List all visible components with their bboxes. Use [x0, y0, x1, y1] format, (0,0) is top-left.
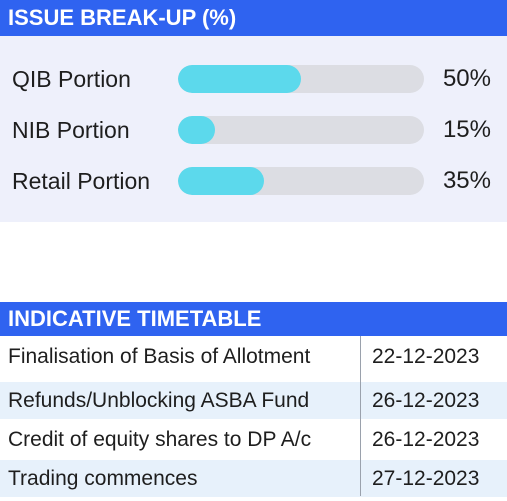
timetable-date: 22-12-2023	[372, 344, 480, 368]
issue-breakup-title: ISSUE BREAK-UP (%)	[8, 5, 237, 30]
table-row: Refunds/Unblocking ASBA Fund 26-12-2023	[0, 382, 507, 419]
timetable-date: 26-12-2023	[372, 388, 480, 412]
issue-breakup-header: ISSUE BREAK-UP (%)	[0, 0, 507, 36]
timetable-event: Credit of equity shares to DP A/c	[8, 427, 312, 451]
breakup-value: 35%	[442, 167, 491, 194]
timetable-header: INDICATIVE TIMETABLE	[0, 302, 507, 336]
timetable-date: 27-12-2023	[372, 466, 480, 490]
issue-breakup-panel: QIB Portion 50% NIB Portion 15% Retail P…	[0, 36, 507, 222]
timetable-panel: Finalisation of Basis of Allotment 22-12…	[0, 336, 507, 501]
progress-fill	[178, 65, 301, 93]
timetable-date: 26-12-2023	[372, 427, 480, 451]
breakup-label: QIB Portion	[12, 65, 131, 92]
breakup-label: Retail Portion	[12, 167, 151, 194]
breakup-value: 50%	[442, 65, 491, 92]
progress-track	[178, 116, 424, 144]
breakup-row-qib: QIB Portion 50%	[0, 62, 507, 96]
progress-fill	[178, 167, 265, 195]
progress-track	[178, 65, 424, 93]
breakup-value: 15%	[442, 116, 491, 143]
table-row: Finalisation of Basis of Allotment 22-12…	[0, 338, 507, 375]
breakup-label: NIB Portion	[12, 116, 130, 143]
table-row: Trading commences 27-12-2023	[0, 460, 507, 497]
progress-fill	[178, 116, 215, 144]
progress-track	[178, 167, 424, 195]
column-divider	[360, 336, 361, 496]
breakup-row-retail: Retail Portion 35%	[0, 164, 507, 198]
table-row: Credit of equity shares to DP A/c 26-12-…	[0, 421, 507, 458]
timetable-event: Refunds/Unblocking ASBA Fund	[8, 388, 310, 412]
timetable-event: Finalisation of Basis of Allotment	[8, 344, 311, 368]
breakup-row-nib: NIB Portion 15%	[0, 113, 507, 147]
timetable-title: INDICATIVE TIMETABLE	[8, 306, 262, 331]
timetable-event: Trading commences	[8, 466, 198, 490]
